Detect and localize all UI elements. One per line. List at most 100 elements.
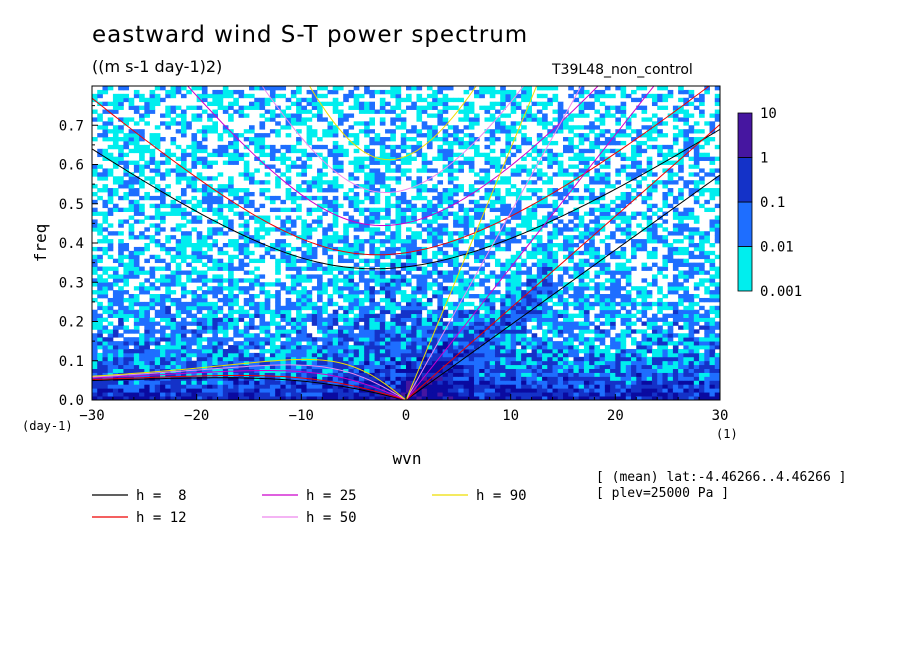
heatmap-cell — [615, 396, 621, 400]
heatmap-cell — [484, 384, 491, 389]
heatmap-cell — [672, 286, 679, 291]
heatmap-cell — [165, 184, 171, 189]
heatmap-cell — [275, 262, 281, 267]
heatmap-cell — [285, 274, 292, 279]
heatmap-cell — [358, 258, 365, 264]
heatmap-cell — [212, 274, 218, 279]
heatmap-cell — [620, 376, 627, 381]
heatmap-cell — [395, 356, 402, 362]
heatmap-cell — [547, 321, 553, 326]
heatmap-cell — [186, 219, 192, 224]
heatmap-cell — [128, 384, 135, 389]
heatmap-cell — [385, 388, 391, 393]
heatmap-cell — [249, 270, 255, 275]
heatmap-cell — [343, 227, 349, 232]
heatmap-cell — [201, 294, 208, 299]
heatmap-cell — [395, 313, 402, 318]
heatmap-cell — [583, 305, 590, 311]
heatmap-cell — [536, 290, 543, 295]
heatmap-cell — [568, 384, 574, 389]
heatmap-cell — [453, 341, 459, 346]
heatmap-cell — [615, 333, 621, 338]
heatmap-cell — [207, 345, 213, 350]
heatmap-cell — [107, 211, 114, 216]
heatmap-cell — [615, 337, 621, 342]
heatmap-cell — [269, 396, 276, 400]
heatmap-cell — [688, 376, 695, 381]
heatmap-cell — [160, 246, 166, 252]
heatmap-cell — [327, 321, 334, 326]
heatmap-cell — [557, 341, 564, 346]
heatmap-cell — [92, 348, 98, 354]
heatmap-cell — [133, 274, 140, 279]
heatmap-cell — [222, 352, 229, 358]
heatmap-cell — [264, 188, 271, 193]
heatmap-cell — [160, 203, 166, 209]
heatmap-cell — [510, 207, 517, 213]
heatmap-cell — [154, 243, 161, 248]
heatmap-cell — [254, 313, 260, 318]
heatmap-cell — [180, 396, 187, 400]
heatmap-cell — [275, 309, 281, 315]
heatmap-cell — [463, 270, 470, 275]
heatmap-cell — [421, 254, 428, 260]
heatmap-cell — [228, 297, 234, 303]
heatmap-cell — [620, 250, 627, 256]
heatmap-cell — [133, 297, 140, 303]
heatmap-cell — [646, 231, 653, 236]
heatmap-cell — [657, 341, 663, 346]
heatmap-cell — [416, 305, 423, 311]
heatmap-cell — [327, 333, 334, 338]
heatmap-cell — [212, 176, 218, 181]
heatmap-cell — [683, 305, 689, 311]
heatmap-cell — [306, 290, 313, 295]
heatmap-cell — [688, 329, 695, 334]
heatmap-cell — [243, 301, 250, 307]
heatmap-cell — [557, 345, 564, 350]
heatmap-cell — [583, 184, 590, 189]
heatmap-cell — [191, 376, 198, 381]
heatmap-cell — [505, 380, 512, 385]
heatmap-cell — [699, 380, 705, 385]
heatmap-cell — [165, 341, 171, 346]
heatmap-cell — [610, 309, 616, 315]
heatmap-cell — [343, 348, 349, 354]
heatmap-cell — [489, 199, 496, 205]
heatmap-cell — [714, 282, 720, 287]
heatmap-cell — [563, 396, 569, 400]
heatmap-cell — [275, 305, 281, 311]
heatmap-cell — [447, 372, 454, 377]
heatmap-cell — [348, 309, 355, 315]
heatmap-cell — [317, 337, 323, 342]
heatmap-cell — [599, 376, 606, 381]
heatmap-cell — [97, 231, 103, 236]
heatmap-cell — [107, 191, 114, 197]
heatmap-cell — [92, 223, 98, 228]
heatmap-cell — [468, 184, 475, 189]
heatmap-cell — [568, 235, 574, 240]
heatmap-cell — [672, 396, 679, 400]
heatmap-cell — [128, 250, 135, 256]
heatmap-cell — [243, 286, 250, 291]
heatmap-cell — [657, 239, 663, 244]
heatmap-cell — [92, 246, 98, 252]
heatmap-cell — [374, 317, 381, 322]
heatmap-cell — [636, 329, 642, 334]
heatmap-cell — [416, 325, 423, 330]
heatmap-cell — [489, 305, 496, 311]
heatmap-cell — [583, 352, 590, 358]
heatmap-cell — [515, 239, 522, 244]
heatmap-cell — [353, 199, 360, 205]
heatmap-cell — [400, 243, 407, 248]
heatmap-cell — [97, 364, 103, 370]
heatmap-cell — [92, 380, 98, 385]
heatmap-cell — [547, 266, 553, 271]
heatmap-cell — [364, 329, 370, 334]
heatmap-cell — [364, 191, 370, 197]
heatmap-cell — [207, 384, 213, 389]
heatmap-cell — [311, 309, 318, 315]
heatmap-cell — [343, 250, 349, 256]
heatmap-cell — [327, 345, 334, 350]
heatmap-cell — [306, 297, 313, 303]
heatmap-cell — [651, 239, 658, 244]
